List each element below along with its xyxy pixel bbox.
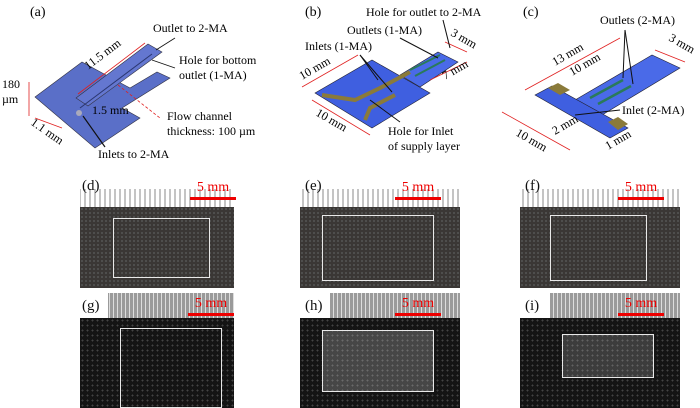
panel-label-f: (f) [525, 178, 540, 194]
chip-c-body [534, 85, 629, 139]
arrow-line [369, 99, 401, 123]
arrow-line [622, 29, 626, 79]
dim-3c: 3 mm [667, 30, 699, 56]
photo-g [80, 318, 234, 408]
label-inlets-2ma: Inlets to 2-MA [98, 147, 170, 160]
dim-line [301, 54, 359, 88]
ruler [300, 175, 460, 207]
dim-10b: 10 mm [514, 125, 551, 154]
scale-label: 5 mm [624, 296, 658, 311]
panel-label-a: (a) [30, 5, 46, 20]
scale-label: 5 mm [624, 180, 658, 195]
device-outline [322, 330, 434, 392]
leader-line [155, 37, 176, 51]
photo-e [300, 207, 460, 288]
scale-bar: 5 mm [618, 296, 664, 316]
leader-line [151, 59, 176, 69]
channel-green [409, 54, 441, 71]
scale-bar: 5 mm [395, 296, 441, 316]
label-hole-bottom: Hole for bottom [179, 53, 257, 67]
photo-f [520, 207, 680, 288]
chip-a-body [34, 61, 171, 149]
dim-thick-1: 180 [2, 77, 20, 91]
dim-side: 1.1 mm [28, 115, 67, 148]
dim-line [501, 111, 571, 151]
channel-green [589, 78, 624, 100]
scale-label: 5 mm [401, 180, 435, 195]
photo-d [80, 207, 234, 288]
photo-h [300, 318, 460, 408]
pad-gold [608, 117, 628, 130]
dim-line [429, 61, 468, 81]
ruler [520, 175, 680, 207]
device-outline [120, 328, 222, 408]
chip-a-arm [75, 43, 163, 107]
label-outlet-2ma: Outlet to 2-MA [153, 21, 228, 35]
panel-label-d: (d) [82, 178, 100, 194]
scale-bar: 5 mm [395, 180, 441, 200]
panel-c-diagram: (c) Outlets (2-MA) Inlet (2-MA) 13 mm 10… [501, 5, 699, 155]
panel-label-h: (h) [305, 298, 323, 314]
inlet-hole [76, 110, 82, 116]
arrow-line [574, 109, 621, 116]
panel-label-g: (g) [82, 298, 100, 314]
device-outline [322, 215, 434, 281]
dim-top: 10 mm [297, 53, 334, 82]
label-outlets: Outlets (1-MA) [347, 23, 422, 37]
ruler [80, 175, 234, 207]
dim-line [311, 99, 371, 136]
scale-bar: 5 mm [188, 296, 234, 316]
device-outline [562, 334, 654, 378]
panel-label-b: (b) [305, 5, 322, 20]
dim-line [654, 49, 686, 63]
scale-label: 5 mm [194, 296, 228, 311]
channel-gold [321, 70, 411, 103]
arrow-line [624, 29, 634, 85]
panel-label-c: (c) [523, 5, 539, 20]
panel-b-diagram: (b) Hole for outlet to 2-MA Outlets (1-M… [297, 5, 482, 153]
dim-line [77, 42, 146, 95]
arrow-line [442, 19, 451, 49]
label-inlets: Inlets (1-MA) [305, 39, 372, 53]
label-outlets-2ma: Outlets (2-MA) [600, 13, 675, 27]
scale-bar: 5 mm [190, 180, 236, 200]
device-outline [550, 215, 647, 281]
channel-green [597, 84, 632, 106]
dim-line [524, 37, 621, 91]
arrow-line [399, 37, 439, 59]
label-hole-bottom-2: outlet (1-MA) [179, 68, 247, 82]
leader-line [117, 84, 161, 119]
label-hole-inlet: Hole for Inlet [388, 124, 454, 138]
dim-width: 1.5 mm [92, 103, 129, 117]
channel-gold [363, 93, 396, 121]
scale-label: 5 mm [196, 180, 230, 195]
dim-3: 3 mm [449, 25, 481, 51]
panel-label-e: (e) [305, 178, 322, 194]
dim-thick-2: µm [2, 92, 19, 106]
device-outline [113, 218, 210, 278]
label-thickness: thickness: 100 µm [167, 124, 256, 138]
arrow-line [359, 54, 393, 93]
label-inlet-2ma: Inlet (2-MA) [622, 103, 684, 117]
dim-line [34, 117, 63, 129]
scale-bar: 5 mm [618, 180, 664, 200]
panel-label-i: (i) [525, 298, 540, 314]
channel-green [414, 59, 446, 77]
panel-a-diagram: (a) Outlet to 2-MA Hole for bottom outle… [2, 5, 257, 160]
pad-gold [548, 83, 570, 95]
arrow-line [82, 115, 106, 148]
label-flow-channel: Flow channel [167, 109, 233, 123]
scale-label: 5 mm [401, 296, 435, 311]
photo-i [520, 318, 680, 408]
channel-line [79, 53, 153, 109]
label-hole-inlet-2: of supply layer [388, 139, 460, 153]
label-hole-outlet: Hole for outlet to 2-MA [366, 5, 482, 19]
